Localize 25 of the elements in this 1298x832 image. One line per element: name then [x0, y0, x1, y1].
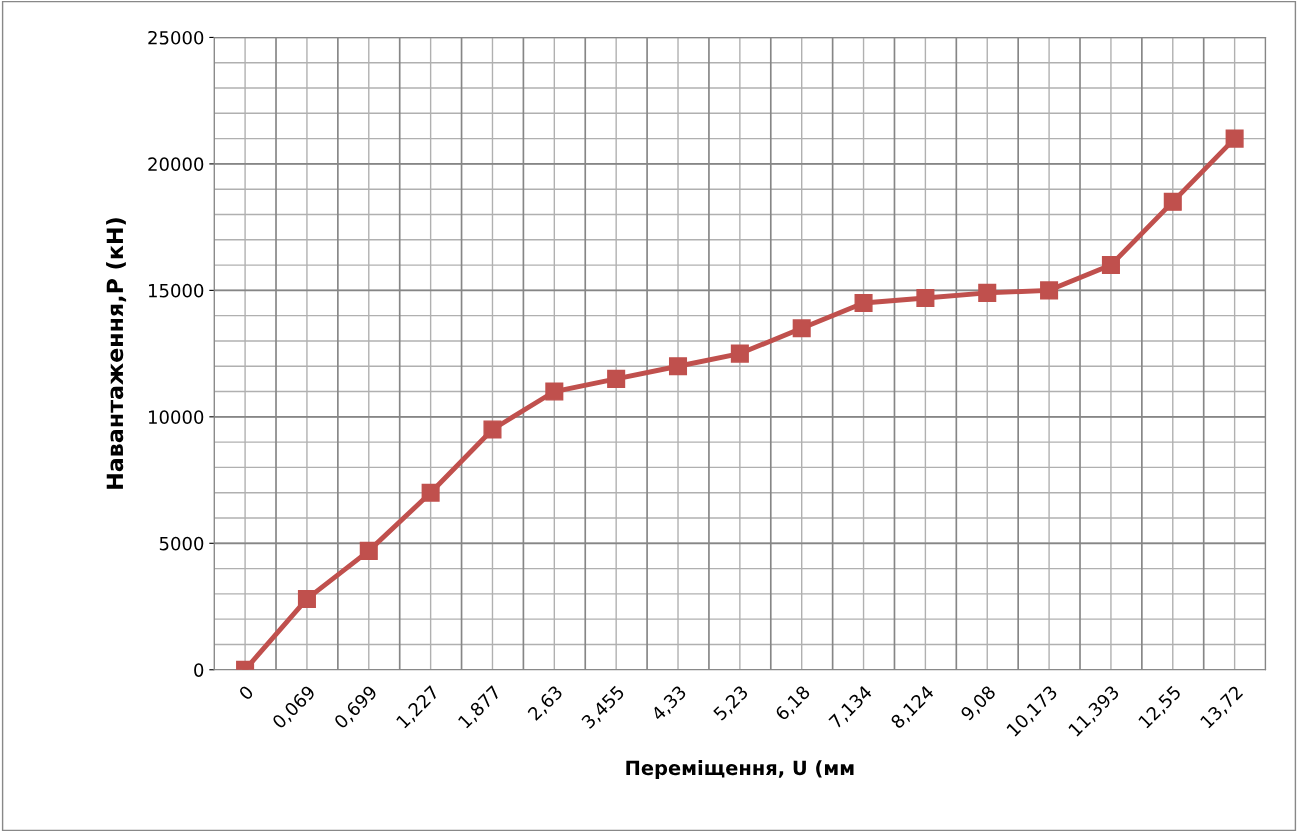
point: [1101, 256, 1120, 275]
point: [792, 319, 811, 338]
y-tick-label: 5000: [159, 536, 204, 551]
y-tick-label: 25000: [148, 30, 204, 45]
y-tick-label: 20000: [148, 157, 204, 172]
point: [1225, 129, 1244, 148]
point: [359, 541, 378, 560]
point: [297, 589, 316, 608]
point: [421, 483, 440, 502]
point: [483, 420, 502, 439]
point: [607, 369, 626, 388]
x-axis-title: Переміщення, U (мм: [626, 760, 854, 779]
point: [1163, 192, 1182, 211]
point: [545, 382, 564, 401]
point: [854, 293, 873, 313]
point: [730, 344, 749, 363]
x-tick-label: 0: [238, 684, 255, 701]
point: [916, 288, 935, 307]
point: [1040, 281, 1059, 300]
point: [978, 283, 997, 302]
point: [668, 357, 688, 376]
y-tick-label: 0: [194, 663, 204, 677]
y-axis-title: Навантаження,P (кН): [106, 218, 127, 489]
y-tick-label: 10000: [148, 410, 204, 424]
y-tick-label: 15000: [148, 283, 204, 298]
